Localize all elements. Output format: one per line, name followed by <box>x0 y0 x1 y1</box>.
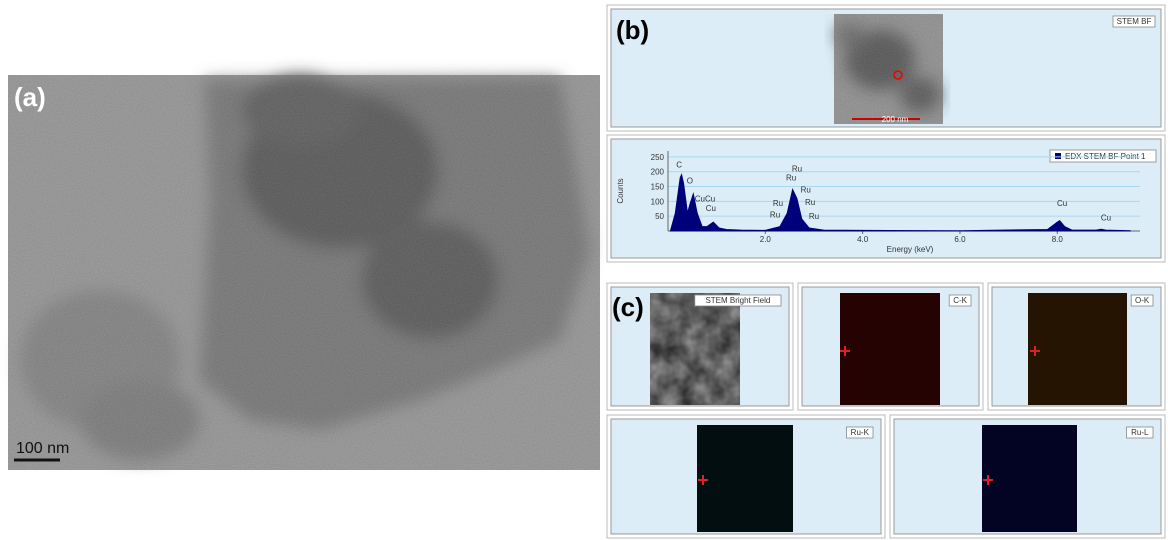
map-texture <box>982 425 1077 532</box>
figure: 100 nm (a) 200 nm STEM BF (b) EDX STEM B… <box>0 0 1168 540</box>
scale-bar-label: 100 nm <box>16 440 69 457</box>
x-tick-label: 6.0 <box>954 235 966 244</box>
map-texture <box>840 293 940 405</box>
panel-label: (a) <box>14 82 46 112</box>
peak-label: Ru <box>809 212 819 221</box>
peak-label: Cu <box>706 204 716 213</box>
y-axis-label: Counts <box>616 178 625 203</box>
panel-label: (b) <box>616 15 649 45</box>
panel-label: (c) <box>612 292 644 322</box>
y-tick-label: 200 <box>651 168 665 177</box>
peak-label: O <box>687 177 693 186</box>
y-tick-label: 250 <box>651 153 665 162</box>
peak-label: Ru <box>773 199 783 208</box>
scale-bar-label: 200 nm <box>882 115 909 124</box>
legend-swatch <box>1055 153 1061 159</box>
y-tick-label: 150 <box>651 183 665 192</box>
element-maps: STEM Bright Field C-K O-K Ru-K Ru-L <box>607 283 1165 538</box>
y-tick-label: 50 <box>655 212 664 221</box>
peak-label: Ru <box>801 185 811 194</box>
peak-label: Ru <box>770 211 780 220</box>
map-texture <box>697 425 793 532</box>
x-tick-label: 4.0 <box>857 235 869 244</box>
peak-label: Ru <box>786 174 796 183</box>
peak-label: Ru <box>792 165 802 174</box>
y-tick-label: 100 <box>651 197 665 206</box>
map-label: O-K <box>1135 296 1150 305</box>
x-axis-label: Energy (keV) <box>887 245 934 254</box>
tem-image: 100 nm (a) <box>8 75 600 470</box>
map-label: STEM Bright Field <box>705 296 770 305</box>
image-label: STEM BF <box>1117 17 1152 26</box>
map-label: Ru-K <box>851 428 870 437</box>
peak-label: Cu <box>1057 199 1067 208</box>
peak-label: CuCu <box>695 194 715 203</box>
map-texture <box>650 293 740 405</box>
x-tick-label: 2.0 <box>760 235 772 244</box>
peak-label: Cu <box>1101 214 1111 223</box>
map-texture <box>1028 293 1127 405</box>
peak-label: C <box>676 160 682 169</box>
map-label: C-K <box>953 296 967 305</box>
peak-label: Ru <box>805 198 815 207</box>
stem-bf-image: 200 nm <box>834 14 943 124</box>
map-label: Ru-L <box>1131 428 1149 437</box>
x-tick-label: 8.0 <box>1052 235 1064 244</box>
